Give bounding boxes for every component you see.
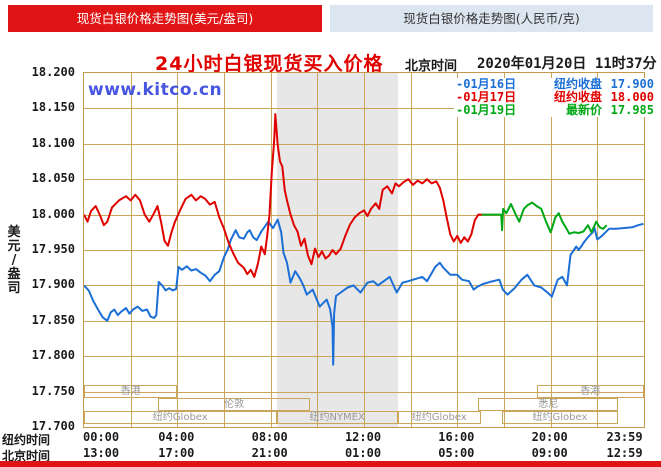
x-axis-tick-label: 23:59 (606, 430, 643, 444)
session-box-纽约Globex: 纽约Globex (397, 411, 481, 424)
session-box-香港: 香港 (536, 385, 644, 398)
legend-label: 最新价 (565, 103, 602, 117)
y-axis-tick-label: 18.100 (31, 135, 75, 150)
x-axis-tick-label: 09:00 (531, 446, 568, 460)
x-axis-tick-label: 12:59 (606, 446, 643, 460)
x-axis-tick-label: 17:00 (158, 446, 195, 460)
grid-line-horizontal (84, 320, 644, 322)
session-box-纽约Globex: 纽约Globex (501, 411, 619, 424)
legend-date: -01月17日 (456, 90, 517, 104)
legend-label: 纽约收盘 (553, 90, 602, 104)
y-axis-tick-label: 18.150 (31, 100, 75, 115)
legend-row-jan16: -01月16日 纽约收盘 17.900 (456, 78, 654, 91)
session-box-纽约Globex: 纽约Globex (84, 411, 277, 424)
grid-line-horizontal (84, 214, 644, 216)
grid-line-horizontal (84, 143, 644, 145)
legend-value: 18.000 (610, 90, 654, 104)
y-axis-tick-label: 17.950 (31, 242, 75, 256)
x-axis-tick-label: 08:00 (251, 430, 288, 444)
series-jan19-green (481, 201, 608, 235)
y-axis-title-char: 元 (7, 239, 21, 254)
timestamp: 2020年01月20日 11时37分 (477, 56, 657, 72)
x-axis-tick-label: 00:00 (83, 430, 120, 444)
x-axis-tick-label: 20:00 (531, 430, 568, 444)
x-axis-tick-label: 04:00 (158, 430, 195, 444)
session-label: 纽约Globex (152, 411, 208, 423)
y-axis-title-char: 美 (7, 225, 21, 240)
y-axis-title-char: 盎 (7, 267, 21, 282)
grid-line-horizontal (84, 108, 644, 110)
kitco-watermark: www.kitco.cn (88, 80, 223, 100)
y-axis-title-char: 司 (7, 281, 21, 296)
beijing-time-row-label: 北京时间 (2, 449, 51, 463)
y-axis-title: 美元 / 盎司 (6, 226, 22, 296)
x-axis-tick-label: 21:00 (251, 446, 288, 460)
legend-date: -01月16日 (456, 77, 517, 91)
legend-label: 纽约收盘 (553, 77, 602, 91)
newyork-time-label: 纽约时间 (2, 433, 51, 447)
x-axis-beijing-row: 北京时间 13:00 17:00 21:00 01:00 05:00 09:00 12:59 (0, 446, 661, 463)
legend-value: 17.985 (610, 103, 654, 117)
y-axis-tick-label: 17.800 (31, 348, 75, 363)
page-title: 24小时白银现货买入价格 (155, 53, 384, 75)
bottom-red-bar (0, 461, 661, 467)
tab-cny-gram[interactable]: 现货白银价格走势图(人民币/克) (330, 5, 653, 32)
x-axis-tick-label: 16:00 (438, 430, 475, 444)
session-box-悉尼: 悉尼 (478, 398, 619, 411)
session-label: 悉尼 (538, 398, 559, 410)
legend-row-jan17: -01月17日 纽约收盘 18.000 (456, 91, 654, 104)
chart-legend: -01月16日 纽约收盘 17.900 -01月17日 纽约收盘 18.000 … (454, 78, 656, 117)
session-label: 纽约Globex (411, 411, 467, 423)
session-label: 纽约NYMEX (309, 411, 365, 423)
grid-line-horizontal (84, 391, 644, 393)
y-axis-tick-label: 17.900 (31, 277, 75, 292)
x-axis-tick-label: 12:00 (344, 430, 382, 444)
legend-row-jan19: -01月19日 最新价 17.985 (456, 104, 654, 117)
x-axis-tick-label: 05:00 (438, 446, 475, 460)
session-box-香港: 香港 (84, 385, 178, 398)
grid-line-horizontal (84, 250, 644, 251)
legend-value: 17.900 (610, 77, 654, 91)
y-axis-tick-label: 18.050 (31, 171, 75, 186)
session-label: 伦敦 (224, 398, 245, 410)
price-lines (84, 113, 644, 366)
x-axis-newyork-row: 纽约时间 00:00 04:00 08:00 12:00 16:00 20:00 23:59 (0, 430, 661, 447)
y-axis-tick-label: 17.750 (31, 383, 75, 398)
y-axis-title-char: / (11, 253, 17, 268)
session-label: 纽约Globex (532, 411, 588, 423)
grid-line-horizontal (84, 356, 644, 358)
y-axis-labels: 18.200 18.150 18.100 18.050 18.000 17.950 17.9… (0, 65, 79, 433)
y-axis-tick-label: 18.000 (31, 206, 75, 221)
series-jan16-blue (84, 218, 644, 366)
y-axis-tick-label: 17.700 (31, 419, 75, 433)
session-box-伦敦: 伦敦 (157, 398, 311, 411)
x-axis-tick-label: 13:00 (83, 446, 120, 460)
session-box-纽约NYMEX: 纽约NYMEX (276, 411, 398, 424)
chart-plot: 香港 香港 伦敦 悉尼 纽约Globex 纽约NYMEX 纽约Globex 纽约Globex (83, 72, 645, 428)
grid-line-horizontal (84, 179, 644, 181)
beijing-time-label: 北京时间 (405, 59, 458, 74)
legend-date: -01月19日 (456, 103, 517, 117)
series-jan17-red (84, 113, 482, 278)
x-axis-tick-label: 01:00 (344, 446, 382, 460)
y-axis-tick-label: 17.850 (31, 312, 75, 327)
tab-usd-ounce[interactable]: 现货白银价格走势图(美元/盎司) (8, 5, 322, 32)
y-axis-tick-label: 18.200 (31, 65, 75, 79)
session-label: 香港 (120, 385, 141, 397)
session-label: 香港 (580, 385, 601, 397)
